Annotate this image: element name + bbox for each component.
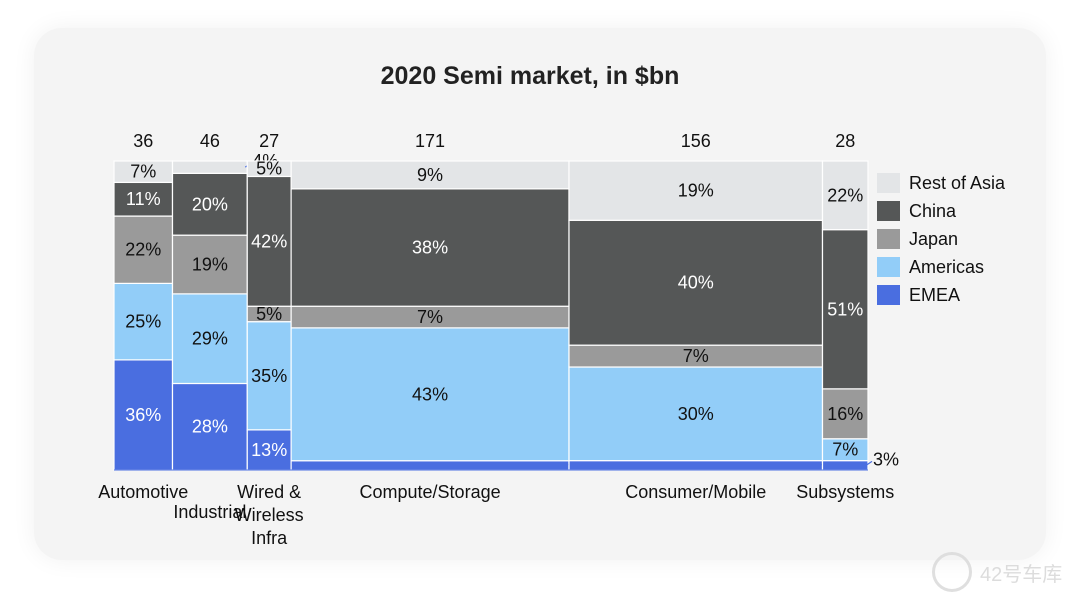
legend-swatch	[877, 285, 900, 305]
data-label: 22%	[125, 240, 161, 260]
bar-segment-subsystems-japan	[821, 388, 869, 440]
data-label: 20%	[192, 194, 228, 214]
data-label: 40%	[678, 273, 714, 293]
data-label: 51%	[827, 299, 863, 319]
data-label: 36%	[125, 405, 161, 425]
column-total-label: 46	[200, 131, 220, 151]
chart-title: 2020 Semi market, in $bn	[380, 62, 680, 90]
legend-item: China	[877, 197, 1005, 225]
legend-label: EMEA	[909, 284, 961, 305]
bar-segment-wired-wireless-infra-china	[246, 175, 292, 307]
bar-segment-compute-storage-americas	[290, 327, 570, 462]
data-label: 30%	[678, 404, 714, 424]
column-total-label: 156	[681, 131, 711, 151]
bar-segment-automotive-americas	[113, 282, 174, 361]
bar-segment-consumer-mobile-rest-of-asia	[568, 160, 824, 221]
bar-segment-automotive-china	[113, 181, 174, 217]
data-label: 16%	[827, 404, 863, 424]
data-label: 19%	[678, 181, 714, 201]
data-label: 25%	[125, 312, 161, 332]
bar-segment-consumer-mobile-emea	[568, 460, 824, 471]
legend-label: Japan	[909, 228, 959, 249]
legend-swatch	[877, 257, 900, 277]
column-total-label: 28	[835, 131, 855, 151]
data-label: 7%	[130, 162, 156, 182]
data-label: 7%	[683, 346, 709, 366]
legend-item: Rest of Asia	[877, 169, 1005, 197]
data-label: 11%	[126, 189, 161, 209]
bar-segment-industrial-china	[171, 172, 248, 236]
data-label: 5%	[256, 304, 282, 324]
data-label: 28%	[192, 417, 228, 437]
category-label: Infra	[251, 528, 288, 548]
chart-legend: Rest of Asia China Japan Americas EMEA	[877, 169, 1005, 309]
legend-swatch	[877, 173, 900, 193]
legend-swatch	[877, 201, 900, 221]
data-label: 19%	[192, 255, 228, 275]
category-label: Wired &	[237, 482, 301, 502]
data-label: 35%	[251, 366, 287, 386]
bar-segment-compute-storage-emea	[290, 460, 570, 471]
bar-segment-wired-wireless-infra-americas	[246, 321, 292, 431]
data-label: 5%	[256, 159, 282, 179]
column-total-label: 36	[133, 131, 153, 151]
column-total-label: 27	[259, 131, 279, 151]
watermark-logo-icon	[932, 552, 972, 592]
data-label: 7%	[417, 307, 443, 327]
legend-label: Americas	[909, 256, 985, 277]
bar-segment-subsystems-rest-of-asia	[821, 160, 869, 231]
legend-item: Americas	[877, 253, 1005, 281]
data-label: 9%	[417, 165, 443, 185]
bar-segment-subsystems-china	[821, 229, 869, 390]
watermark: 42号车库	[932, 552, 1062, 592]
category-label: Consumer/Mobile	[625, 482, 766, 502]
legend-label: China	[909, 200, 957, 221]
bar-segment-subsystems-emea	[821, 460, 869, 471]
data-label: 38%	[412, 238, 448, 258]
column-total-label: 171	[415, 131, 445, 151]
data-label-leader	[865, 460, 873, 466]
bar-segment-compute-storage-rest-of-asia	[290, 160, 570, 190]
data-label-outside: 3%	[873, 449, 899, 469]
legend-item: Japan	[877, 225, 1005, 253]
category-label: Automotive	[98, 482, 188, 502]
legend-item: EMEA	[877, 281, 1005, 309]
bar-segment-industrial-japan	[171, 234, 248, 295]
legend-swatch	[877, 229, 900, 249]
data-label: 42%	[251, 231, 287, 251]
category-label: Compute/Storage	[360, 482, 501, 502]
category-label: Subsystems	[796, 482, 894, 502]
data-label: 29%	[192, 329, 228, 349]
bar-segment-industrial-rest-of-asia	[171, 160, 248, 174]
data-label: 13%	[251, 440, 287, 460]
data-label: 43%	[412, 384, 448, 404]
legend-label: Rest of Asia	[909, 172, 1006, 193]
bar-segment-consumer-mobile-china	[568, 219, 824, 346]
category-label: Wireless	[235, 505, 304, 525]
data-label: 7%	[832, 440, 858, 460]
watermark-text: 42号车库	[980, 563, 1063, 586]
data-label: 22%	[827, 185, 863, 205]
bar-segment-industrial-emea	[171, 382, 248, 471]
category-label: Industrial	[173, 502, 246, 522]
